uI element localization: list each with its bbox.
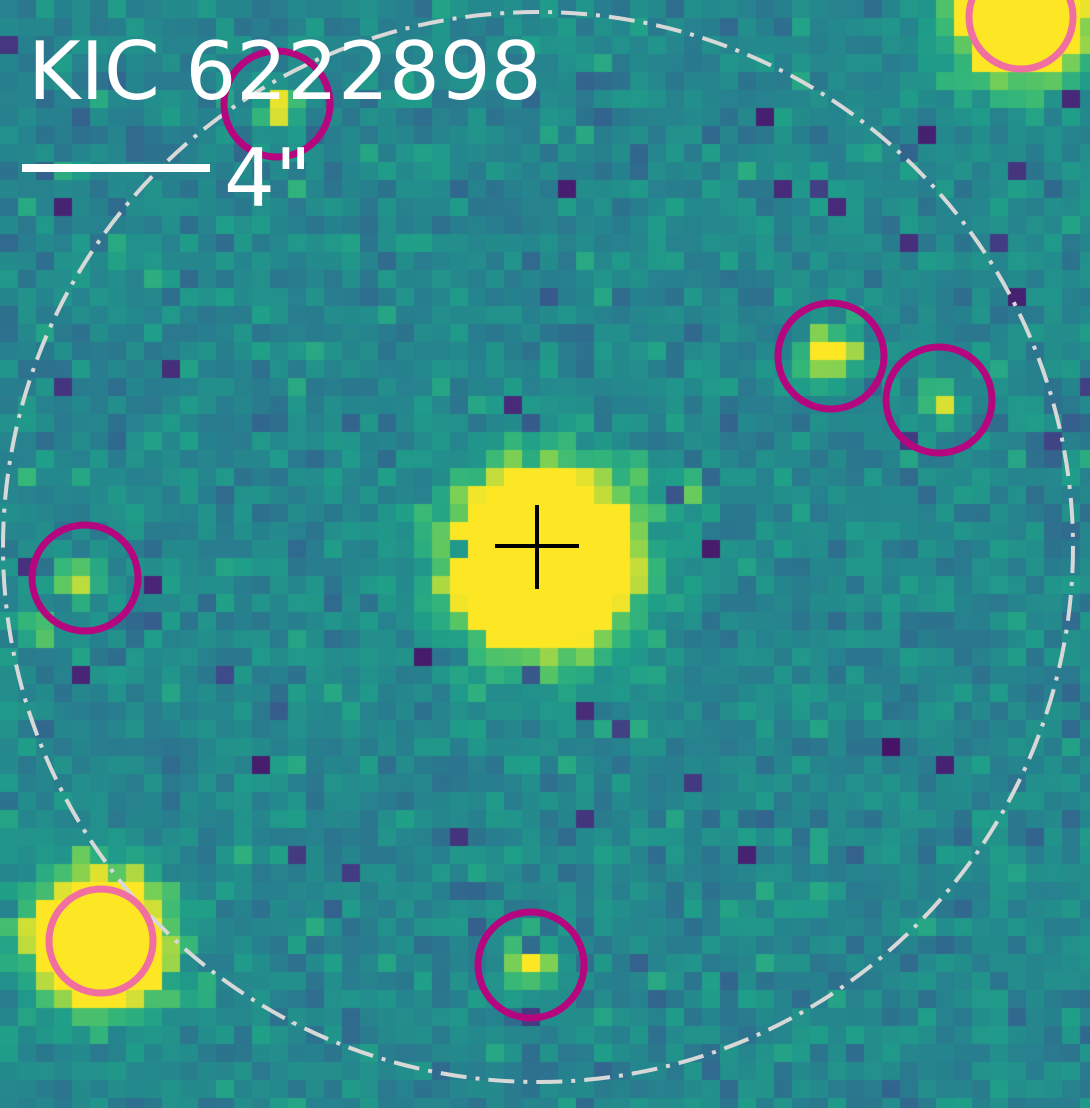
faint-star-circle-bottom xyxy=(474,908,588,1022)
target-crosshair xyxy=(495,505,579,589)
target-name-label: KIC 6222898 xyxy=(28,25,542,118)
faint-star-circle-right-upper xyxy=(774,299,888,413)
bright-star-circle-bottom-left xyxy=(45,885,157,997)
bright-star-circle-top-right xyxy=(965,0,1077,73)
field-of-view-circle xyxy=(1,10,1075,1084)
scale-bar-label: 4" xyxy=(224,132,312,225)
faint-star-circle-right xyxy=(882,343,996,457)
faint-star-circle-left xyxy=(28,521,142,635)
faint-star-circle-top xyxy=(220,47,334,161)
